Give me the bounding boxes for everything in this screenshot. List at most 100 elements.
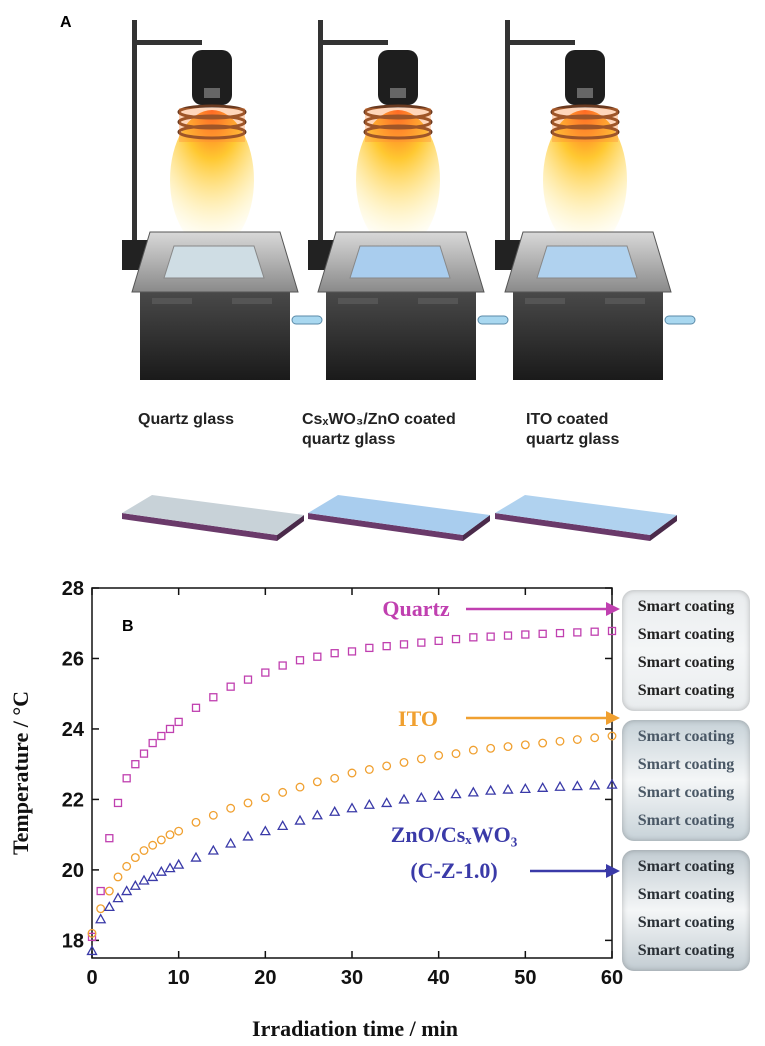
thumbnail-text-line: Smart coating: [637, 598, 735, 615]
data-point-triangle: [346, 802, 358, 813]
data-point-square: [573, 628, 582, 637]
box-handle: [525, 298, 565, 304]
data-point-square: [113, 798, 123, 808]
data-point-square: [347, 647, 357, 656]
lamp-ring: [550, 104, 620, 120]
data-point-triangle: [164, 862, 176, 873]
data-point-triangle: [242, 830, 254, 841]
data-point-circle: [364, 765, 374, 774]
data-point-square: [148, 738, 157, 748]
data-point-circle: [87, 928, 97, 938]
data-point-circle: [96, 904, 106, 914]
data-point-circle: [590, 733, 600, 743]
data-point-triangle: [138, 874, 150, 885]
arrow-ito-head: [606, 711, 620, 725]
data-point-circle: [330, 773, 340, 783]
data-point-triangle: [86, 945, 98, 956]
data-point-circle: [122, 861, 132, 871]
thumbnail-text-line: Smart coating: [637, 728, 735, 745]
thumbnail-text-line: Smart coating: [637, 654, 735, 671]
annotation-ito: ITO: [398, 706, 438, 731]
lamp-ring: [363, 124, 433, 140]
data-point-circle: [191, 817, 201, 827]
data-point-triangle: [311, 809, 323, 820]
data-point-square: [382, 641, 391, 651]
data-point-circle: [486, 743, 496, 753]
data-point-square: [96, 886, 105, 896]
data-point-circle: [174, 826, 184, 836]
data-point-circle: [295, 782, 305, 792]
caption-ito-glass: ITO coated quartz glass: [526, 411, 620, 448]
thumbnail-quartz: Smart coating Smart coating Smart coating S…: [622, 590, 750, 711]
y-tick-label: 22: [62, 789, 84, 811]
data-point-triangle: [207, 844, 219, 855]
data-point-square: [226, 682, 235, 691]
data-point-triangle: [112, 892, 124, 903]
light-beam: [170, 110, 254, 250]
data-point-triangle: [398, 793, 410, 804]
thumbnail-text-line: Smart coating: [637, 626, 735, 643]
thumbnail-text-line: Smart coating: [637, 886, 735, 903]
data-point-circle: [148, 840, 158, 850]
thumbnail-text-line: Smart coating: [637, 914, 735, 931]
glass-slab-1: [122, 495, 304, 541]
data-point-square: [590, 627, 599, 636]
x-tick-label: 50: [514, 967, 536, 989]
lamp-head-icon: [565, 50, 605, 105]
data-point-triangle: [121, 885, 133, 896]
y-tick-label: 26: [62, 648, 84, 670]
data-point-circle: [139, 846, 149, 855]
sample-window: [349, 245, 451, 279]
x-tick-label: 10: [168, 967, 190, 989]
data-point-square: [243, 675, 253, 684]
lamp-heat-glow: [552, 108, 618, 142]
thumbnail-text-line: Smart coating: [637, 682, 735, 699]
series-square: [87, 626, 617, 942]
thumbnail-text-line: Smart coating: [637, 812, 735, 829]
data-point-square: [105, 834, 114, 843]
box-body: [326, 290, 476, 380]
slab-side: [277, 515, 304, 541]
y-tick-label: 24: [62, 719, 85, 741]
stand-arm: [505, 40, 575, 45]
data-point-triangle: [147, 871, 159, 882]
data-point-triangle: [502, 783, 514, 794]
data-point-circle: [503, 742, 513, 752]
data-point-triangle: [129, 879, 141, 890]
light-beam: [543, 110, 627, 250]
data-point-circle: [312, 777, 322, 787]
data-point-square: [365, 643, 374, 653]
data-point-square: [469, 633, 478, 642]
data-point-circle: [243, 798, 253, 808]
data-point-triangle: [103, 901, 115, 912]
stand-arm: [318, 40, 388, 45]
data-point-square: [399, 640, 409, 649]
data-point-square: [313, 652, 322, 661]
caption-quartz-glass: Quartz glass: [138, 411, 235, 428]
temperature-chart: 0 10 20 30 40 50 60 18 20 22 24 26 28 Quartz ITO ZnO/C…: [8, 578, 623, 1041]
series-circle: [87, 731, 617, 938]
lamp-head-icon: [378, 50, 418, 105]
experimental-setup-illustration: [122, 20, 696, 541]
data-point-triangle: [606, 778, 618, 789]
thumbnail-text-line: Smart coating: [637, 942, 735, 959]
x-tick-label: 20: [254, 967, 276, 989]
arrow-zno-cswo3-head: [606, 864, 620, 878]
slab-top: [308, 495, 490, 535]
slab-top: [122, 495, 304, 535]
data-point-square: [191, 703, 201, 712]
x-tick-label: 30: [341, 967, 363, 989]
data-point-square: [174, 717, 183, 727]
slab-side: [650, 515, 677, 541]
data-point-circle: [468, 745, 478, 755]
x-tick-label: 0: [86, 967, 97, 989]
data-point-square: [486, 632, 495, 641]
data-point-circle: [226, 803, 236, 813]
data-point-triangle: [381, 797, 393, 808]
data-point-circle: [260, 793, 270, 803]
data-point-triangle: [277, 820, 289, 831]
box-body: [140, 290, 290, 380]
y-tick-label: 18: [62, 930, 84, 952]
slab-edge: [495, 513, 650, 541]
data-point-triangle: [190, 851, 202, 862]
